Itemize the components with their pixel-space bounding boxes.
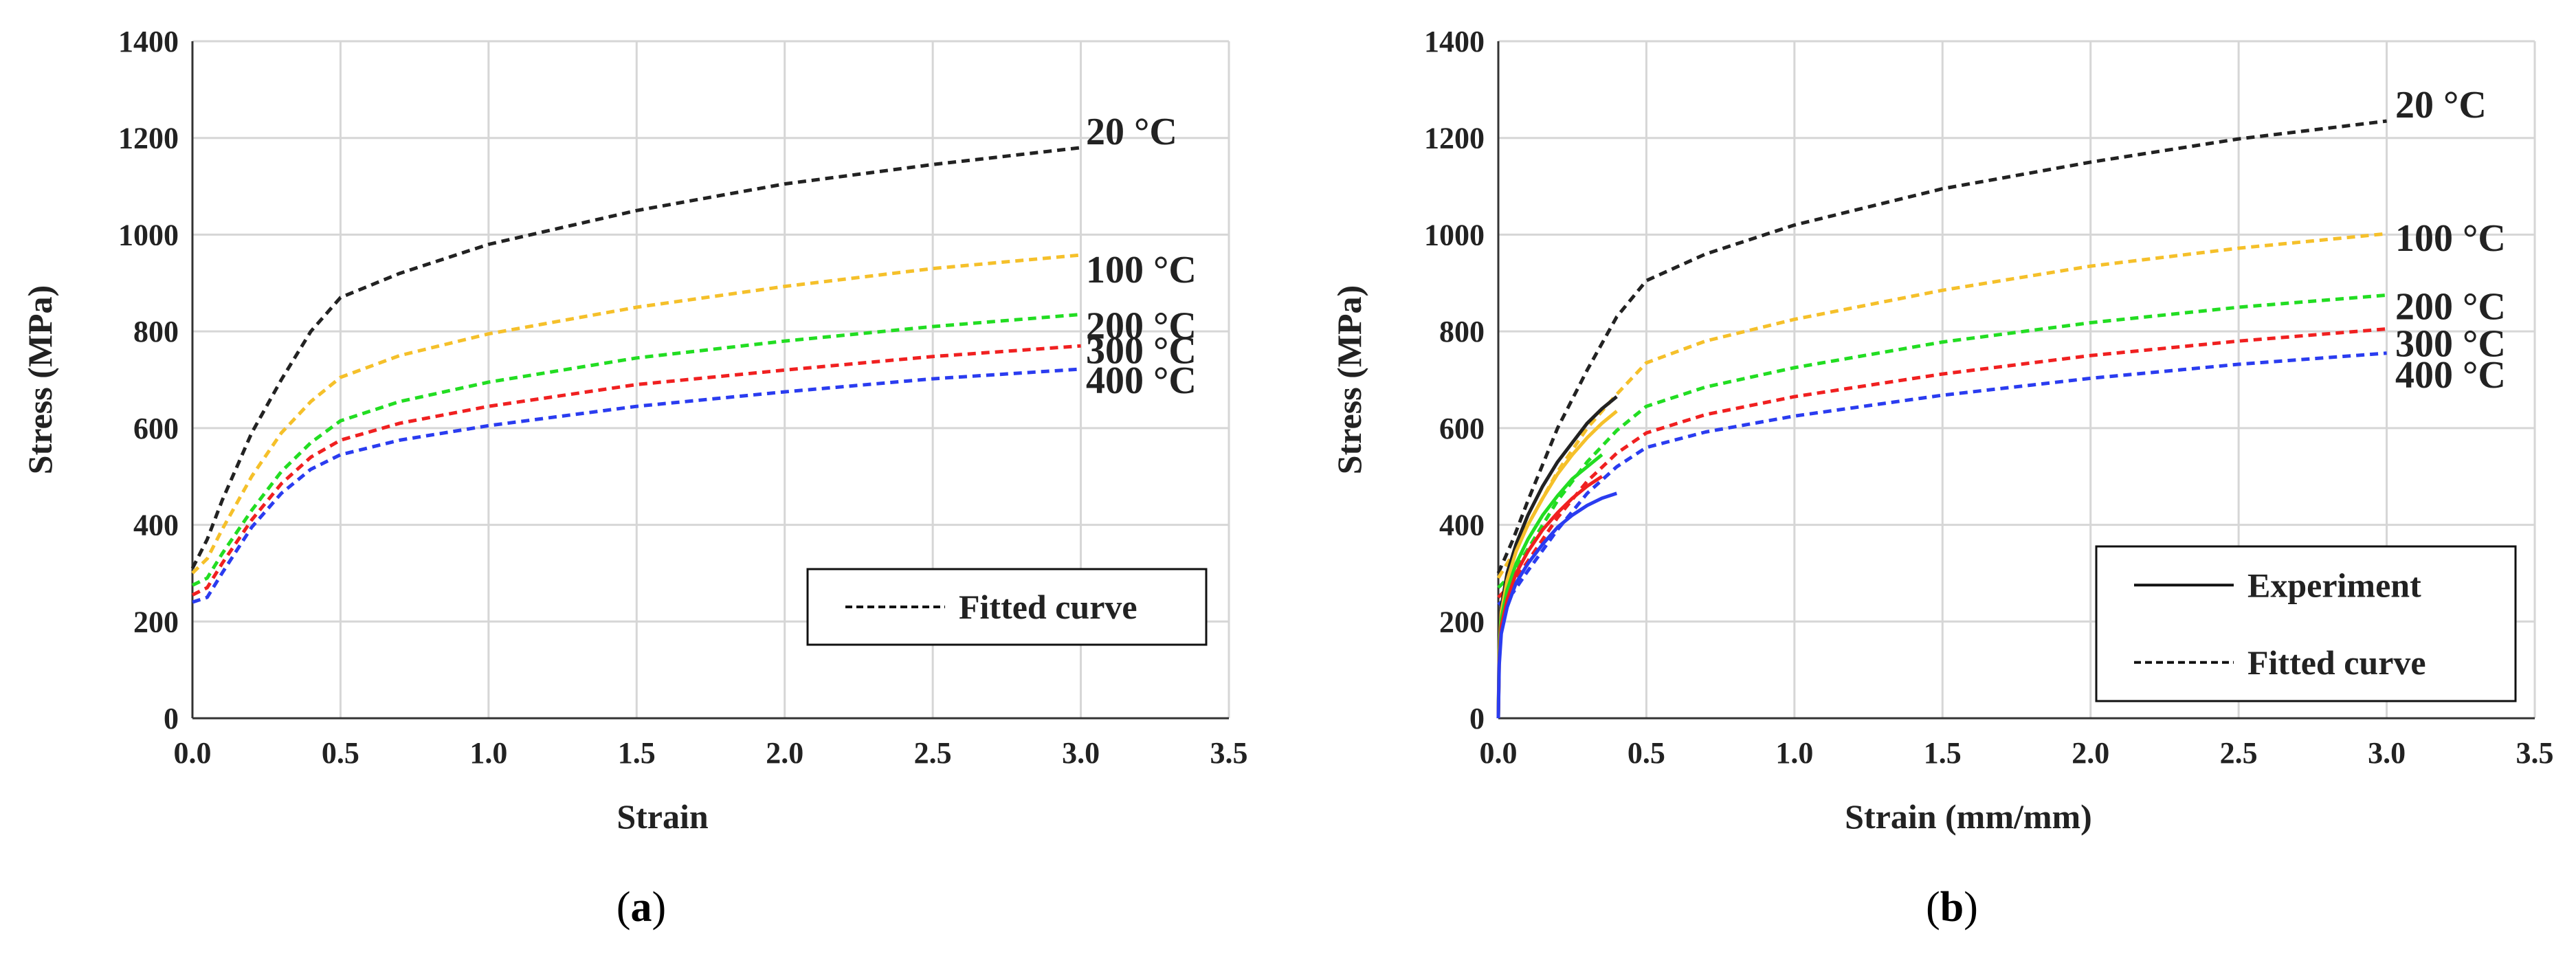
y-tick-label: 600 (1439, 412, 1485, 445)
x-tick-label: 1.5 (1924, 736, 1962, 770)
legend-label-fitted-curve: Fitted curve (959, 588, 1137, 626)
y-tick-label: 1400 (118, 25, 179, 58)
y-axis-label: Stress (MPa) (1330, 285, 1368, 474)
series-line-300-c-fitted (191, 344, 1081, 597)
x-tick-label: 2.0 (2072, 736, 2109, 770)
x-tick-label: 3.5 (1210, 736, 1248, 770)
x-axis-label: Strain (mm/mm) (1845, 797, 2092, 836)
x-tick-label: 1.0 (1775, 736, 1813, 770)
y-tick-label: 0 (1469, 702, 1485, 735)
y-axis-label: Stress (MPa) (21, 285, 59, 474)
legend: Experiment Fitted curve (2095, 545, 2517, 702)
legend-box (2095, 545, 2517, 702)
series-line-400-c-fitted (1497, 351, 2387, 606)
x-tick-label: 2.5 (914, 736, 952, 770)
y-tick-label: 800 (133, 315, 179, 348)
legend: Fitted curve (806, 568, 1208, 646)
legend-label-fitted-curve: Fitted curve (2247, 643, 2426, 682)
y-tick-label: 600 (133, 412, 179, 445)
temperature-label-100-c: 100 °C (2395, 217, 2506, 260)
temperature-label-300-c: 300 °C (2395, 323, 2506, 366)
y-tick-label: 1200 (118, 122, 179, 155)
legend-label-experiment: Experiment (2247, 566, 2421, 604)
y-tick-label: 1200 (1424, 122, 1485, 155)
temperature-label-300-c: 300 °C (1086, 329, 1197, 372)
y-tick-label: 400 (1439, 509, 1485, 542)
panel-b: 0.0 0.5 1.0 1.5 2.0 2.5 3.0 3.5 0 200 400 600 800 100… (1330, 25, 2554, 931)
y-tick-label: 1400 (1424, 25, 1485, 58)
temperature-label-100-c: 100 °C (1086, 249, 1197, 291)
y-tick-label: 1000 (118, 218, 179, 252)
x-tick-label: 0.0 (174, 736, 212, 770)
series-line-20-c-fitted (190, 146, 1081, 570)
x-tick-label: 3.0 (1062, 736, 1100, 770)
panel-caption: (b) (1926, 884, 1978, 931)
temperature-label-20-c: 20 °C (2395, 84, 2487, 126)
x-tick-label: 0.5 (322, 736, 359, 770)
x-tick-label: 3.0 (2368, 736, 2406, 770)
x-tick-label: 1.0 (469, 736, 507, 770)
temperature-label-400-c: 400 °C (2395, 354, 2506, 397)
temperature-label-200-c: 200 °C (2395, 285, 2506, 328)
temperature-label-20-c: 20 °C (1086, 111, 1177, 153)
panel-caption: (a) (617, 884, 666, 931)
series-line-200-c-fitted (191, 313, 1081, 587)
x-tick-label: 0.5 (1628, 736, 1665, 770)
x-tick-label: 2.0 (766, 736, 803, 770)
temperature-label-400-c: 400 °C (1086, 359, 1197, 402)
x-tick-label: 2.5 (2220, 736, 2258, 770)
x-tick-label: 0.0 (1480, 736, 1518, 770)
series-line-20-c-fitted (1496, 119, 2387, 574)
x-axis-label: Strain (617, 797, 709, 836)
x-tick-label: 1.5 (618, 736, 656, 770)
panel-a: 0.0 0.5 1.0 1.5 2.0 2.5 3.0 3.5 0 200 400 600 800 100… (21, 25, 1248, 931)
temperature-label-200-c: 200 °C (1086, 305, 1197, 348)
y-tick-label: 0 (164, 702, 179, 735)
y-tick-label: 200 (1439, 605, 1485, 639)
y-tick-label: 1000 (1424, 218, 1485, 252)
x-tick-label: 3.5 (2516, 736, 2554, 770)
series-line-100-c-fitted (191, 253, 1081, 575)
y-tick-label: 400 (133, 509, 179, 542)
y-tick-label: 200 (133, 605, 179, 639)
series-line-400-c-experiment (1496, 491, 1618, 719)
y-tick-label: 800 (1439, 315, 1485, 348)
series-line-400-c-fitted (192, 367, 1081, 604)
